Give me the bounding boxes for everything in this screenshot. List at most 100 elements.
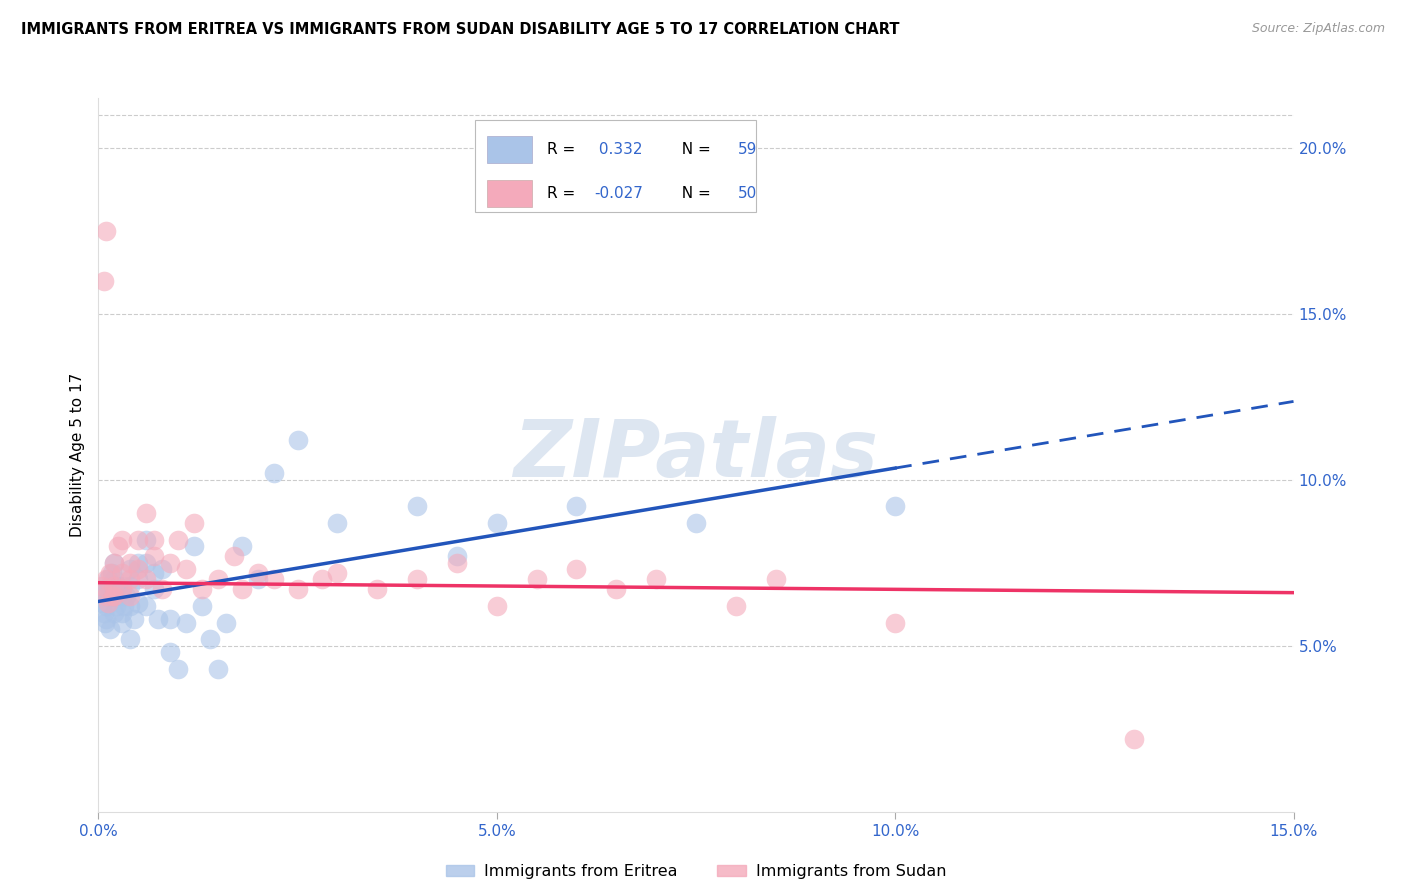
- Point: [326, 566, 349, 580]
- Point: [111, 579, 134, 593]
- Point: [263, 466, 285, 480]
- Point: [111, 582, 134, 597]
- Point: [120, 573, 142, 587]
- Point: [565, 562, 588, 576]
- Point: [100, 589, 122, 603]
- FancyBboxPatch shape: [475, 120, 756, 212]
- Point: [207, 573, 229, 587]
- Point: [191, 599, 214, 613]
- Point: [97, 579, 120, 593]
- Point: [96, 573, 118, 587]
- Point: [605, 582, 627, 597]
- Point: [143, 533, 166, 547]
- Text: N =: N =: [672, 186, 716, 202]
- Point: [103, 573, 125, 587]
- Point: [143, 566, 166, 580]
- Point: [124, 612, 146, 626]
- Point: [120, 632, 142, 647]
- Point: [724, 599, 747, 613]
- Point: [96, 589, 118, 603]
- Point: [127, 596, 149, 610]
- Y-axis label: Disability Age 5 to 17: Disability Age 5 to 17: [69, 373, 84, 537]
- Text: 59: 59: [738, 142, 758, 157]
- Point: [215, 615, 238, 630]
- Point: [96, 612, 118, 626]
- Bar: [486, 136, 533, 162]
- Point: [120, 599, 142, 613]
- Point: [112, 599, 135, 613]
- Point: [103, 556, 125, 570]
- Point: [111, 589, 134, 603]
- Point: [183, 516, 205, 530]
- Point: [143, 549, 166, 563]
- Point: [135, 556, 157, 570]
- Point: [191, 582, 214, 597]
- Point: [326, 516, 349, 530]
- Point: [159, 556, 181, 570]
- Point: [167, 662, 190, 676]
- Point: [159, 612, 181, 626]
- Text: 0.332: 0.332: [595, 142, 643, 157]
- Point: [174, 562, 197, 576]
- Point: [135, 506, 157, 520]
- Point: [96, 585, 118, 599]
- Text: Source: ZipAtlas.com: Source: ZipAtlas.com: [1251, 22, 1385, 36]
- Point: [94, 615, 117, 630]
- Point: [287, 433, 309, 447]
- Point: [143, 582, 166, 597]
- Text: N =: N =: [672, 142, 716, 157]
- Point: [485, 516, 508, 530]
- Point: [263, 573, 285, 587]
- Point: [1123, 731, 1146, 746]
- Point: [526, 573, 548, 587]
- Point: [90, 579, 112, 593]
- Point: [645, 573, 668, 587]
- Point: [685, 516, 707, 530]
- Point: [93, 606, 115, 620]
- Point: [120, 562, 142, 576]
- Point: [446, 549, 468, 563]
- Point: [884, 615, 907, 630]
- Legend: Immigrants from Eritrea, Immigrants from Sudan: Immigrants from Eritrea, Immigrants from…: [439, 858, 953, 886]
- Point: [127, 573, 149, 587]
- Text: -0.027: -0.027: [595, 186, 644, 202]
- Point: [311, 573, 333, 587]
- Point: [103, 556, 125, 570]
- Point: [246, 566, 269, 580]
- Point: [111, 606, 134, 620]
- Point: [107, 539, 129, 553]
- Point: [97, 573, 120, 587]
- Point: [90, 582, 112, 597]
- Point: [135, 533, 157, 547]
- Point: [127, 556, 149, 570]
- Point: [111, 615, 134, 630]
- Point: [91, 596, 114, 610]
- Point: [246, 573, 269, 587]
- Point: [135, 573, 157, 587]
- Text: R =: R =: [547, 142, 579, 157]
- Text: R =: R =: [547, 186, 579, 202]
- Point: [127, 562, 149, 576]
- Point: [485, 599, 508, 613]
- Point: [103, 589, 125, 603]
- Point: [120, 556, 142, 570]
- Point: [207, 662, 229, 676]
- Point: [446, 556, 468, 570]
- Point: [183, 539, 205, 553]
- Point: [148, 612, 170, 626]
- Point: [96, 599, 118, 613]
- Point: [103, 589, 125, 603]
- Point: [120, 579, 142, 593]
- Point: [100, 566, 122, 580]
- Point: [174, 615, 197, 630]
- Point: [287, 582, 309, 597]
- Text: ZIPatlas: ZIPatlas: [513, 416, 879, 494]
- Point: [167, 533, 190, 547]
- Point: [565, 500, 588, 514]
- Point: [100, 622, 122, 636]
- Point: [135, 599, 157, 613]
- Point: [406, 500, 429, 514]
- Point: [104, 599, 127, 613]
- Point: [97, 596, 120, 610]
- Point: [93, 274, 115, 288]
